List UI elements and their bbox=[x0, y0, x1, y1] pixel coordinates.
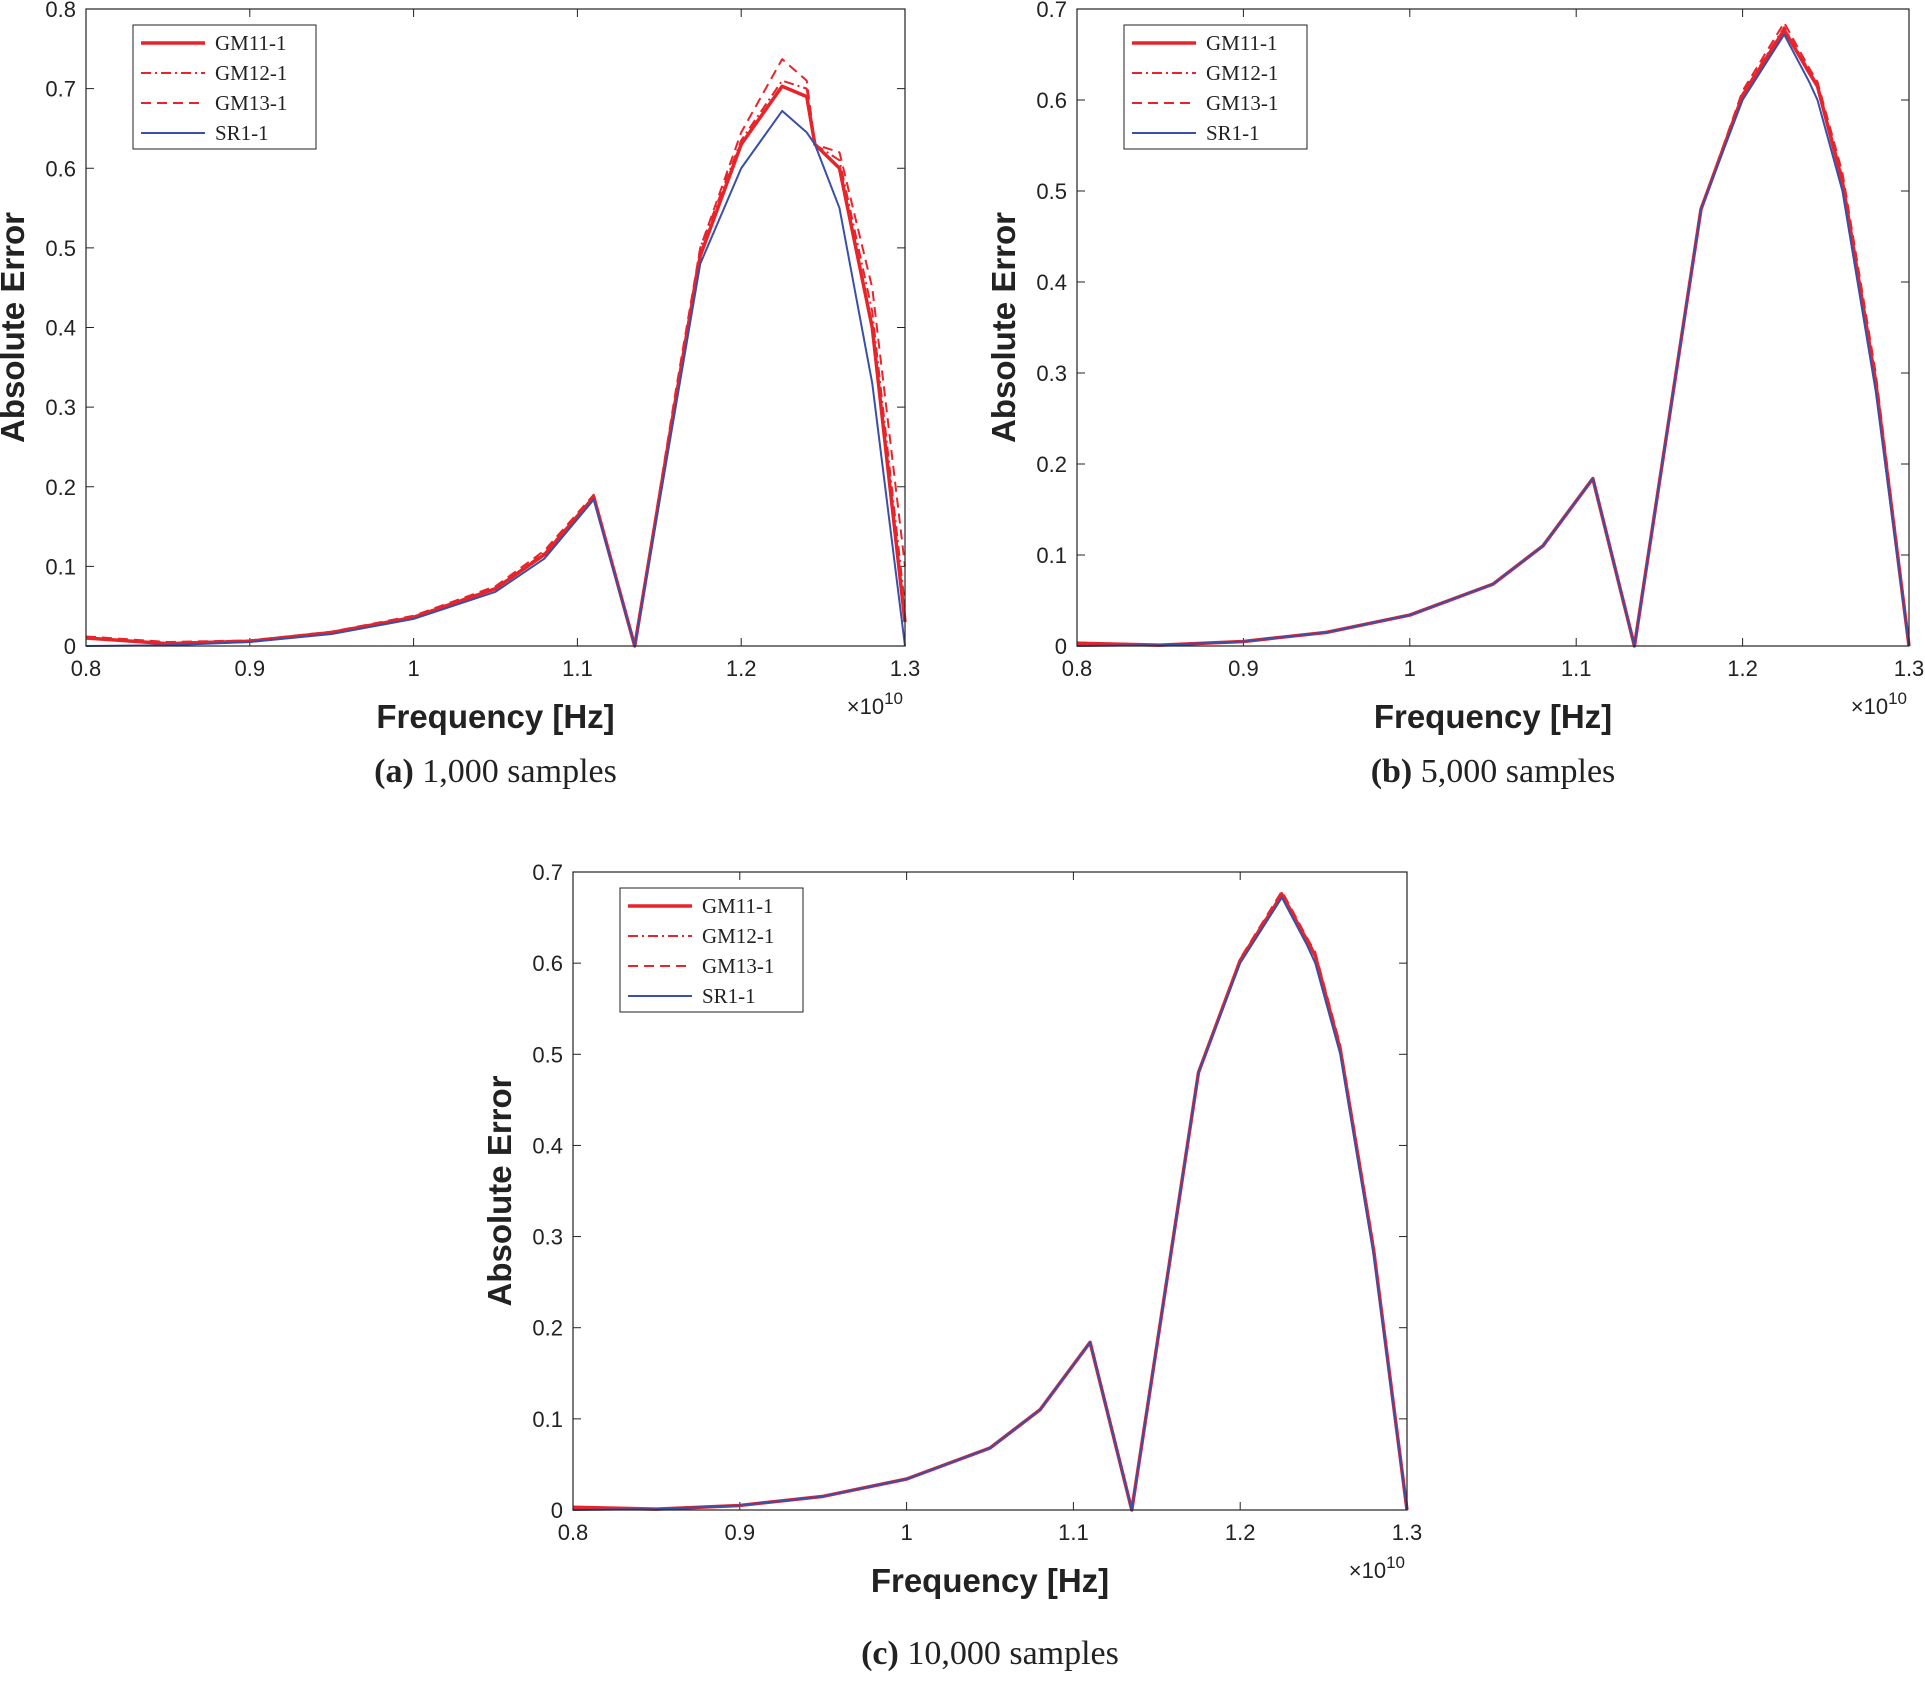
caption: (a) 1,000 samples bbox=[374, 753, 617, 790]
x-tick-label: 1 bbox=[407, 656, 419, 681]
x-scale-exponent: 10 bbox=[884, 689, 903, 708]
caption: (c) 10,000 samples bbox=[861, 1635, 1119, 1672]
x-tick-label: 0.8 bbox=[1062, 656, 1093, 681]
x-tick-label: 1.1 bbox=[1058, 1520, 1089, 1545]
x-tick-label: 1.2 bbox=[1727, 656, 1758, 681]
plot-frame bbox=[85, 8, 906, 647]
series-line bbox=[85, 79, 906, 647]
legend-label: SR1-1 bbox=[1206, 121, 1260, 145]
y-tick-label: 0.7 bbox=[532, 860, 563, 885]
legend-label: SR1-1 bbox=[215, 121, 269, 145]
series-line bbox=[85, 109, 906, 647]
y-tick-label: 0.3 bbox=[45, 395, 76, 420]
plot-frame bbox=[572, 871, 1408, 1511]
legend-label: GM13-1 bbox=[215, 91, 287, 115]
y-tick-label: 0 bbox=[1055, 634, 1067, 659]
y-tick-label: 0.1 bbox=[532, 1407, 563, 1432]
x-scale-exponent: 10 bbox=[1386, 1553, 1405, 1572]
x-tick-label: 1.3 bbox=[1894, 656, 1925, 681]
y-tick-label: 0.6 bbox=[45, 156, 76, 181]
x-tick-label: 1 bbox=[900, 1520, 912, 1545]
y-tick-label: 0.7 bbox=[1036, 0, 1067, 22]
legend-box bbox=[1123, 24, 1308, 150]
caption-label: (a) bbox=[374, 753, 414, 790]
legend-label: GM13-1 bbox=[1206, 91, 1278, 115]
y-tick-label: 0.4 bbox=[1036, 270, 1067, 295]
x-axis-label: Frequency [Hz] bbox=[1374, 698, 1612, 735]
y-tick-label: 0.6 bbox=[1036, 88, 1067, 113]
legend-label: GM12-1 bbox=[1206, 61, 1278, 85]
x-axis-label: Frequency [Hz] bbox=[871, 1562, 1109, 1599]
caption-text: 5,000 samples bbox=[1421, 753, 1616, 790]
legend-label: GM12-1 bbox=[702, 924, 774, 948]
x-tick-label: 1 bbox=[1404, 656, 1416, 681]
legend-label: GM11-1 bbox=[215, 31, 287, 55]
x-tick-label: 0.8 bbox=[71, 656, 102, 681]
y-tick-label: 0.4 bbox=[45, 316, 76, 341]
x-axis-label: Frequency [Hz] bbox=[376, 698, 614, 735]
legend-box bbox=[619, 887, 804, 1013]
x-scale-base: ×10 bbox=[1349, 1558, 1386, 1583]
y-axis-label: Absolute Error bbox=[0, 212, 31, 443]
y-tick-label: 0.5 bbox=[45, 236, 76, 261]
legend-label: GM11-1 bbox=[702, 894, 774, 918]
x-scale-label: ×1010 bbox=[847, 689, 903, 719]
x-scale-base: ×10 bbox=[847, 694, 884, 719]
caption: (b) 5,000 samples bbox=[1371, 753, 1616, 790]
y-tick-label: 0.2 bbox=[45, 475, 76, 500]
x-tick-label: 0.9 bbox=[725, 1520, 756, 1545]
caption-text: 1,000 samples bbox=[422, 753, 617, 790]
caption-text: 10,000 samples bbox=[907, 1635, 1119, 1672]
y-tick-label: 0.6 bbox=[532, 951, 563, 976]
y-tick-label: 0.5 bbox=[532, 1042, 563, 1067]
x-tick-label: 1.3 bbox=[1392, 1520, 1423, 1545]
caption-space bbox=[414, 753, 423, 790]
legend-label: GM11-1 bbox=[1206, 31, 1278, 55]
x-scale-base: ×10 bbox=[1851, 694, 1888, 719]
y-tick-label: 0 bbox=[64, 634, 76, 659]
y-tick-label: 0.3 bbox=[1036, 361, 1067, 386]
caption-label: (b) bbox=[1371, 753, 1413, 790]
y-tick-label: 0.1 bbox=[45, 554, 76, 579]
legend-box bbox=[132, 24, 317, 150]
y-axis-label: Absolute Error bbox=[985, 212, 1022, 443]
x-tick-label: 1.1 bbox=[1561, 656, 1592, 681]
y-tick-label: 0 bbox=[551, 1498, 563, 1523]
x-tick-label: 1.3 bbox=[890, 656, 921, 681]
series-line bbox=[1076, 33, 1910, 647]
y-tick-label: 0.4 bbox=[532, 1133, 563, 1158]
legend-label: GM13-1 bbox=[702, 954, 774, 978]
series-line bbox=[85, 58, 906, 647]
x-scale-label: ×1010 bbox=[1349, 1553, 1405, 1583]
caption-label: (c) bbox=[861, 1635, 899, 1672]
x-tick-label: 1.2 bbox=[726, 656, 757, 681]
y-tick-label: 0.2 bbox=[1036, 452, 1067, 477]
x-tick-label: 1.1 bbox=[562, 656, 593, 681]
x-tick-label: 0.8 bbox=[558, 1520, 589, 1545]
caption-space bbox=[1412, 753, 1421, 790]
y-tick-label: 0.1 bbox=[1036, 543, 1067, 568]
y-tick-label: 0.3 bbox=[532, 1225, 563, 1250]
caption-space bbox=[899, 1635, 908, 1672]
y-tick-label: 0.7 bbox=[45, 77, 76, 102]
y-tick-label: 0.8 bbox=[45, 0, 76, 22]
y-axis-label: Absolute Error bbox=[481, 1075, 518, 1306]
x-tick-label: 0.9 bbox=[1228, 656, 1259, 681]
legend-label: GM12-1 bbox=[215, 61, 287, 85]
legend-label: SR1-1 bbox=[702, 984, 756, 1008]
x-scale-exponent: 10 bbox=[1888, 689, 1907, 708]
x-tick-label: 0.9 bbox=[235, 656, 266, 681]
y-tick-label: 0.5 bbox=[1036, 179, 1067, 204]
y-tick-label: 0.2 bbox=[532, 1316, 563, 1341]
x-tick-label: 1.2 bbox=[1225, 1520, 1256, 1545]
plot-frame bbox=[1076, 8, 1910, 647]
series-line bbox=[572, 896, 1408, 1511]
x-scale-label: ×1010 bbox=[1851, 689, 1907, 719]
